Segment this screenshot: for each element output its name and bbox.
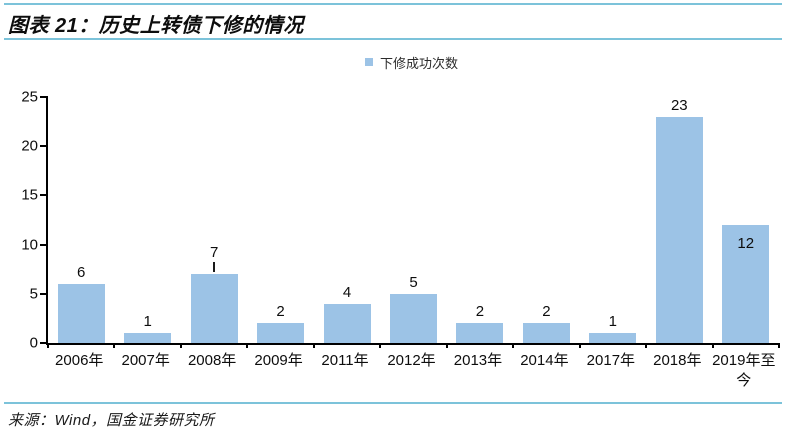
legend: 下修成功次数 xyxy=(46,54,777,71)
x-axis-category-label: 2019年至今 xyxy=(712,352,776,390)
bar-value-label: 1 xyxy=(143,313,152,331)
x-axis-tick xyxy=(47,343,49,348)
footer-rule xyxy=(4,402,782,404)
x-axis-category-label: 2009年 xyxy=(254,352,303,369)
bar xyxy=(190,274,238,343)
bar-chart-plot-area: 6 1 7 2 4 5 2 2 1 23 12 xyxy=(40,96,780,348)
bar-value-label: 2 xyxy=(542,303,551,321)
x-axis-category-label: 2013年 xyxy=(453,352,503,369)
x-axis-tick xyxy=(445,343,448,348)
x-axis-labels: 2006年 2007年 2008年 2009年 2011年 2012年 2013年 2014年… xyxy=(46,351,777,395)
x-axis-tick xyxy=(312,343,315,348)
title-underline-rule xyxy=(4,38,782,40)
y-axis-tick-label: 15 xyxy=(21,186,38,204)
y-axis-labels: 0 5 10 15 20 25 xyxy=(0,90,38,351)
x-axis-tick xyxy=(711,343,714,348)
y-axis-tick xyxy=(40,145,48,148)
bar-value-label: 7 xyxy=(209,244,219,262)
y-axis-tick-label: 10 xyxy=(21,236,38,254)
legend-series-label: 下修成功次数 xyxy=(379,55,458,71)
y-axis-tick xyxy=(40,292,48,295)
top-rule xyxy=(4,3,782,5)
y-axis-tick xyxy=(40,342,48,344)
x-axis-tick xyxy=(246,343,249,348)
bar xyxy=(456,323,504,343)
x-axis-category-label: 2006年 xyxy=(55,352,104,369)
y-axis-tick-label: 0 xyxy=(29,334,38,352)
bar-value-label: 5 xyxy=(409,273,418,291)
y-axis-tick-label: 20 xyxy=(21,137,38,155)
bar xyxy=(390,293,437,343)
y-axis-tick xyxy=(40,243,48,246)
x-axis-category-label: 2017年 xyxy=(586,352,636,369)
x-axis-tick xyxy=(512,343,515,348)
y-axis-tick xyxy=(40,194,48,197)
x-axis-tick xyxy=(778,343,780,348)
x-axis-category-label: 2011年 xyxy=(321,352,369,369)
x-axis-tick xyxy=(113,343,116,348)
bar xyxy=(57,283,105,343)
bar xyxy=(257,323,305,343)
x-axis-tick xyxy=(379,343,382,348)
bar xyxy=(655,116,703,343)
bar xyxy=(589,333,637,343)
bar-value-label: 2 xyxy=(475,303,485,321)
bar-value-label: 4 xyxy=(342,283,352,301)
bar-value-label: 6 xyxy=(77,263,86,281)
bar xyxy=(522,323,570,343)
x-axis-category-label: 2018年 xyxy=(653,352,702,369)
x-axis-category-label: 2007年 xyxy=(121,352,170,369)
bar-value-label: 1 xyxy=(608,313,618,331)
x-axis-category-label: 2014年 xyxy=(520,352,569,369)
label-leader-line xyxy=(213,262,216,273)
bar xyxy=(323,303,371,343)
bar xyxy=(722,224,770,343)
x-axis-category-label: 2008年 xyxy=(187,352,237,369)
x-axis-tick xyxy=(645,343,648,348)
y-axis-tick xyxy=(40,96,48,98)
legend-series-marker xyxy=(364,58,373,66)
bar-value-label: 12 xyxy=(737,234,755,252)
source-note: 来源：Wind，国金证券研究所 xyxy=(8,412,215,429)
bar xyxy=(124,333,172,343)
y-axis-tick-label: 5 xyxy=(29,285,38,303)
bar-value-label: 23 xyxy=(670,96,688,114)
bar-value-label: 2 xyxy=(276,303,285,321)
x-axis-tick xyxy=(179,343,182,348)
y-axis-tick-label: 25 xyxy=(21,88,38,106)
figure-title: 图表 21：历史上转债下修的情况 xyxy=(8,15,304,37)
x-axis-tick xyxy=(578,343,581,348)
x-axis-category-label: 2012年 xyxy=(387,352,436,369)
